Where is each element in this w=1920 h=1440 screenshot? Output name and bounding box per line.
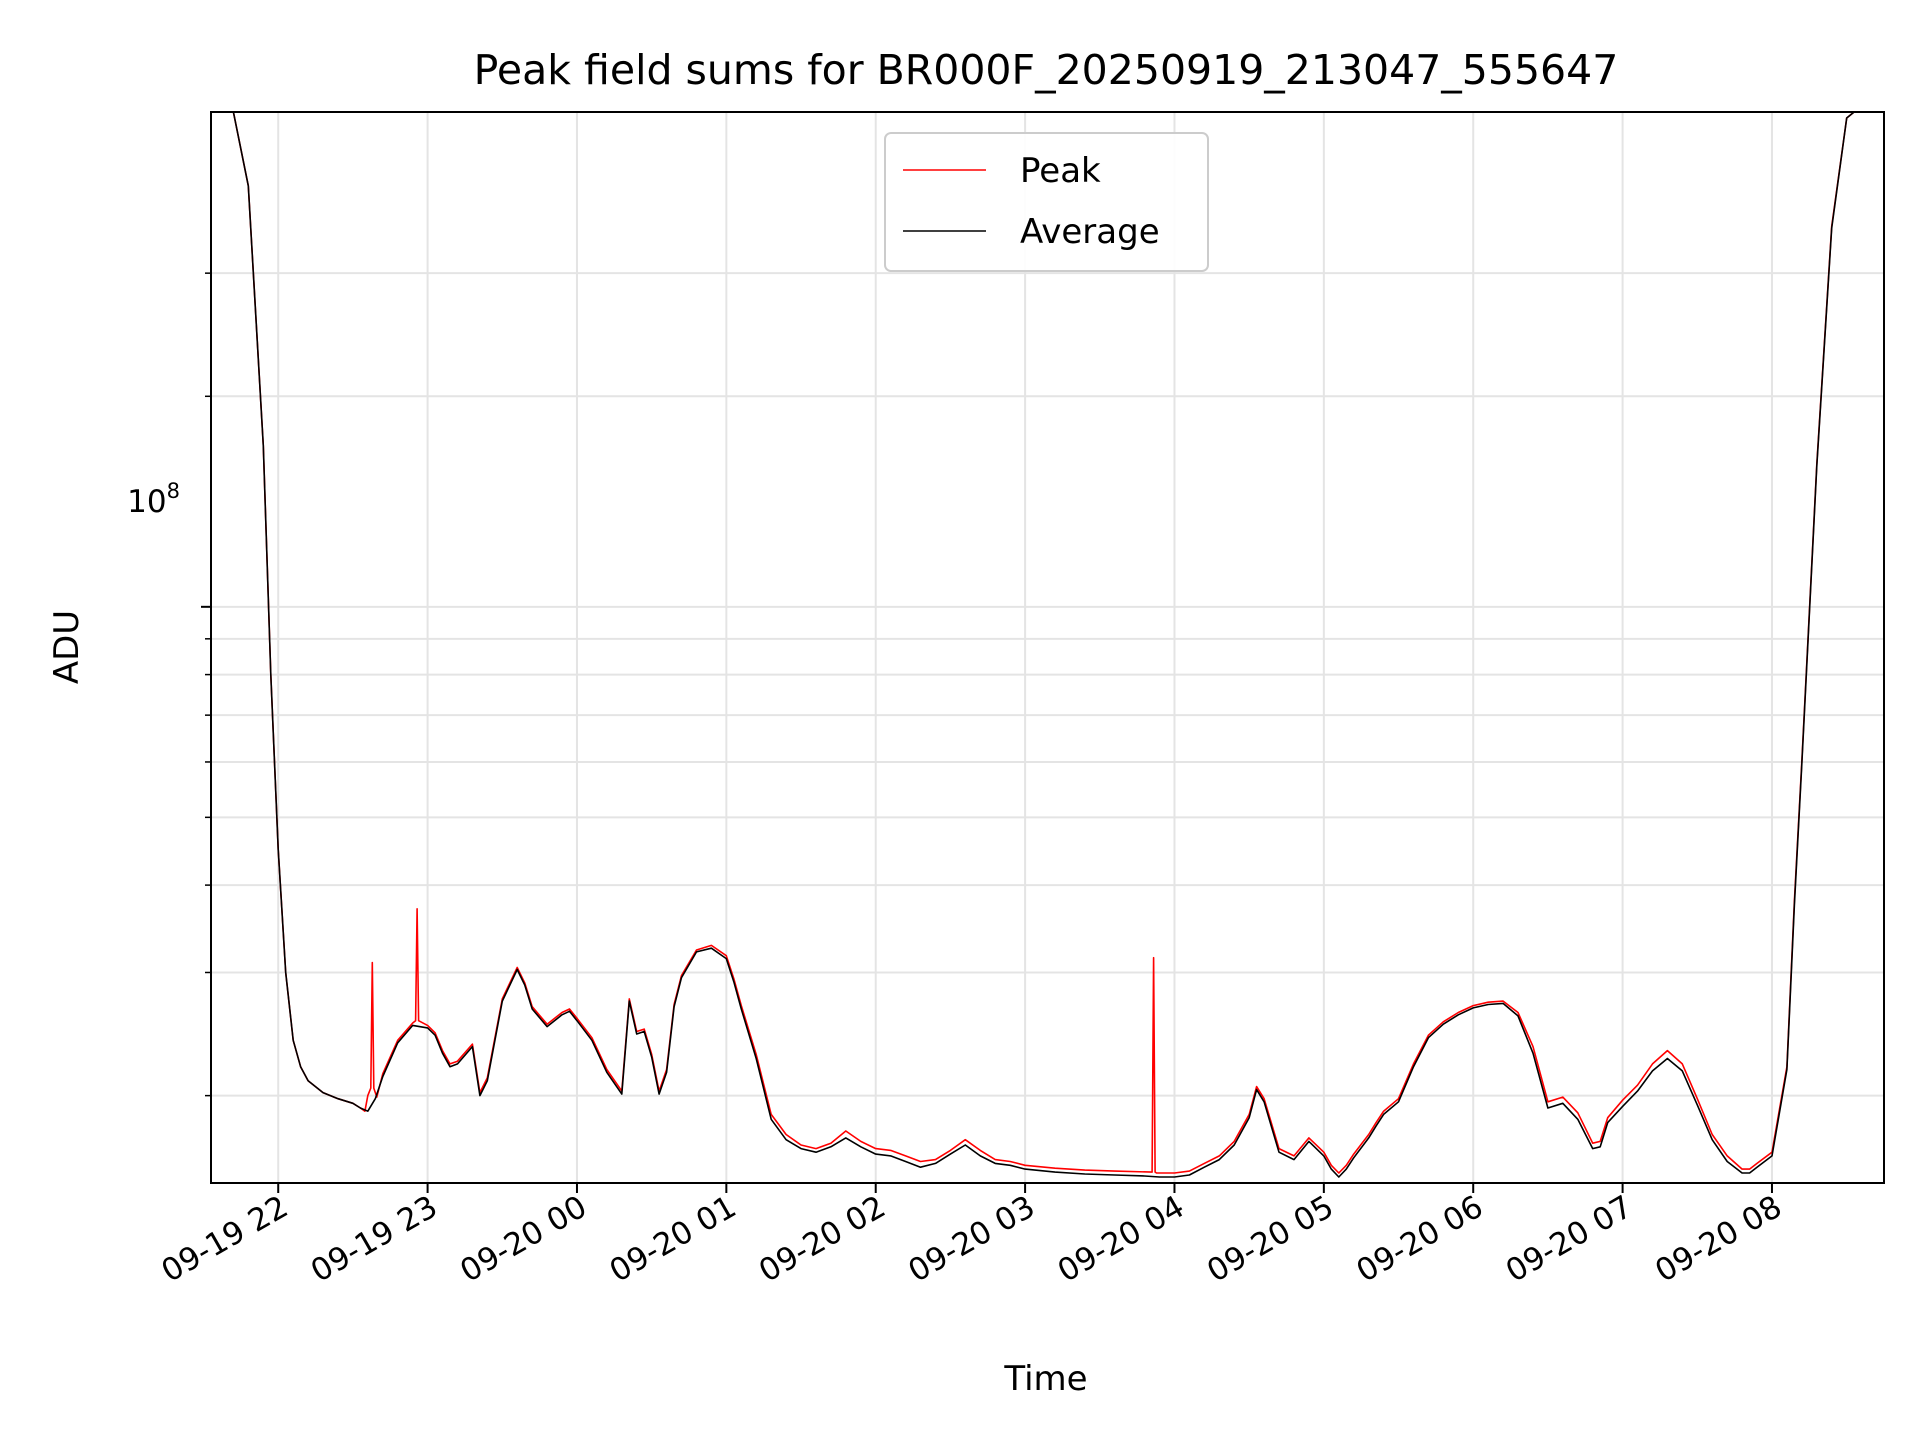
y-tick-exponent: 8 [167,479,180,503]
y-tick-label-major: 108 [127,479,180,520]
series-layer [211,112,1884,1178]
legend-label-average: Average [1020,212,1160,252]
legend: Peak Average [884,132,1209,272]
grid [211,112,1884,1183]
y-axis-label: ADU [47,610,87,684]
legend-label-peak: Peak [1020,151,1101,191]
y-tick-base: 10 [127,484,166,520]
x-axis-label: Time [1003,1359,1087,1399]
y-axis: 108 [127,272,211,1097]
plot-frame [210,111,1885,1184]
chart-title: Peak field sums for BR000F_20250919_2130… [474,46,1619,94]
series-line-peak [211,112,1884,1174]
series-line-average [211,112,1884,1178]
legend-box [884,132,1209,272]
